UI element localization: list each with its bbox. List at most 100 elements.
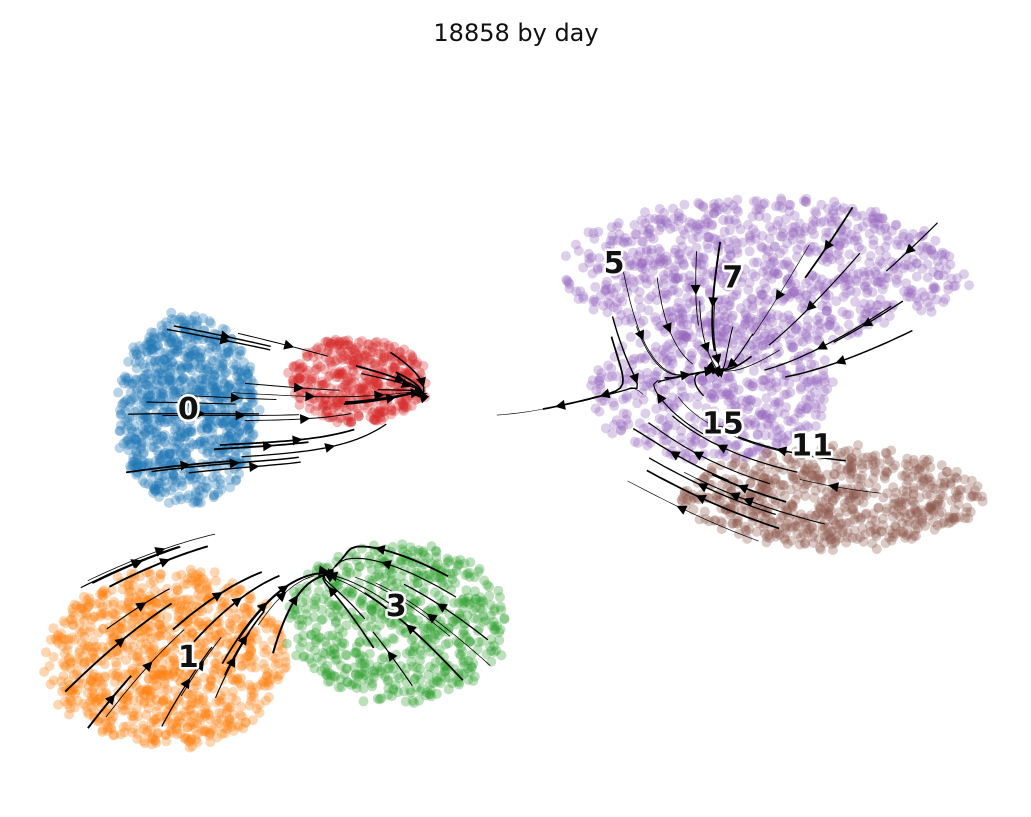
- cell-point: [693, 391, 704, 402]
- cell-point: [186, 575, 197, 586]
- cell-point: [145, 344, 156, 355]
- cell-point: [135, 656, 146, 667]
- cell-point: [208, 669, 219, 680]
- cell-point: [594, 253, 604, 264]
- cell-point: [203, 604, 214, 614]
- cell-point: [180, 449, 191, 460]
- cell-point: [260, 611, 271, 622]
- cell-point: [243, 368, 253, 379]
- cell-point: [142, 458, 153, 469]
- cell-point: [233, 421, 243, 432]
- cell-point: [277, 638, 288, 648]
- cell-point: [118, 398, 129, 409]
- cell-point: [917, 287, 928, 298]
- cell-point: [233, 586, 244, 597]
- cell-point: [310, 602, 320, 613]
- cell-point: [167, 435, 178, 446]
- cell-point: [100, 672, 111, 683]
- cell-point: [147, 471, 158, 481]
- cell-point: [126, 634, 137, 645]
- cell-point: [376, 668, 387, 679]
- cell-point: [174, 360, 184, 371]
- cell-point: [160, 379, 170, 390]
- cell-point: [162, 368, 172, 379]
- cell-point: [685, 313, 696, 324]
- cell-point: [216, 714, 226, 725]
- cell-point: [209, 393, 220, 404]
- cell-point: [176, 316, 187, 327]
- cell-point: [938, 517, 949, 528]
- cell-point: [194, 712, 205, 723]
- cell-point: [161, 482, 172, 493]
- cell-point: [108, 599, 119, 610]
- cell-point: [716, 239, 727, 250]
- cell-point: [150, 714, 160, 725]
- cell-point: [102, 723, 113, 733]
- cell-point: [156, 669, 167, 680]
- cell-point: [184, 363, 195, 374]
- cell-point: [230, 676, 241, 687]
- cell-point: [153, 458, 164, 469]
- cell-point: [215, 343, 226, 353]
- cell-point: [127, 426, 138, 437]
- cell-point: [211, 715, 221, 726]
- cell-point: [205, 318, 216, 329]
- cell-point: [407, 661, 418, 672]
- cell-point: [930, 235, 941, 246]
- cell-point: [134, 587, 145, 598]
- cell-point: [141, 346, 152, 357]
- cell-point: [855, 532, 866, 543]
- cell-point: [221, 428, 232, 439]
- cell-point: [865, 251, 876, 261]
- cell-point: [150, 395, 161, 406]
- cell-point: [161, 694, 172, 705]
- cell-point: [166, 634, 177, 645]
- cell-point: [154, 669, 165, 679]
- cell-point: [928, 281, 939, 292]
- cell-point: [146, 733, 157, 744]
- cell-point: [100, 715, 111, 726]
- cell-point: [138, 720, 149, 731]
- cell-point: [245, 389, 256, 400]
- cell-point: [165, 671, 176, 682]
- cell-point: [183, 689, 194, 700]
- cell-point: [437, 577, 448, 588]
- cell-point: [171, 415, 181, 426]
- cell-point: [257, 676, 268, 687]
- cell-point: [169, 462, 180, 473]
- cell-point: [141, 396, 152, 407]
- cell-point: [176, 362, 187, 373]
- cell-point: [853, 242, 864, 253]
- cell-point: [130, 357, 141, 368]
- cell-point: [134, 341, 145, 352]
- cell-point: [149, 334, 160, 345]
- cell-point: [71, 657, 82, 668]
- cell-point: [951, 473, 962, 484]
- cell-point: [779, 370, 790, 381]
- cell-point: [194, 694, 205, 705]
- cell-point: [304, 653, 315, 664]
- cell-point: [220, 398, 231, 409]
- cell-point: [119, 378, 129, 389]
- cell-point: [195, 348, 206, 359]
- cell-point: [630, 436, 640, 447]
- cell-point: [183, 361, 193, 372]
- cell-point: [233, 387, 244, 398]
- cell-point: [846, 260, 856, 271]
- cell-point: [138, 414, 149, 424]
- cell-point: [127, 460, 138, 471]
- cell-point: [638, 271, 649, 282]
- cell-point: [209, 384, 220, 395]
- cell-point: [112, 645, 123, 656]
- cell-point: [687, 348, 697, 359]
- cell-point: [242, 401, 253, 412]
- cell-point: [193, 491, 204, 502]
- cell-point: [454, 679, 465, 690]
- cell-point: [168, 468, 179, 479]
- cell-point: [694, 319, 705, 330]
- cell-point: [748, 365, 759, 376]
- cell-point: [156, 412, 167, 422]
- cell-point: [119, 727, 130, 738]
- cell-point: [248, 715, 258, 726]
- cell-point: [214, 418, 224, 429]
